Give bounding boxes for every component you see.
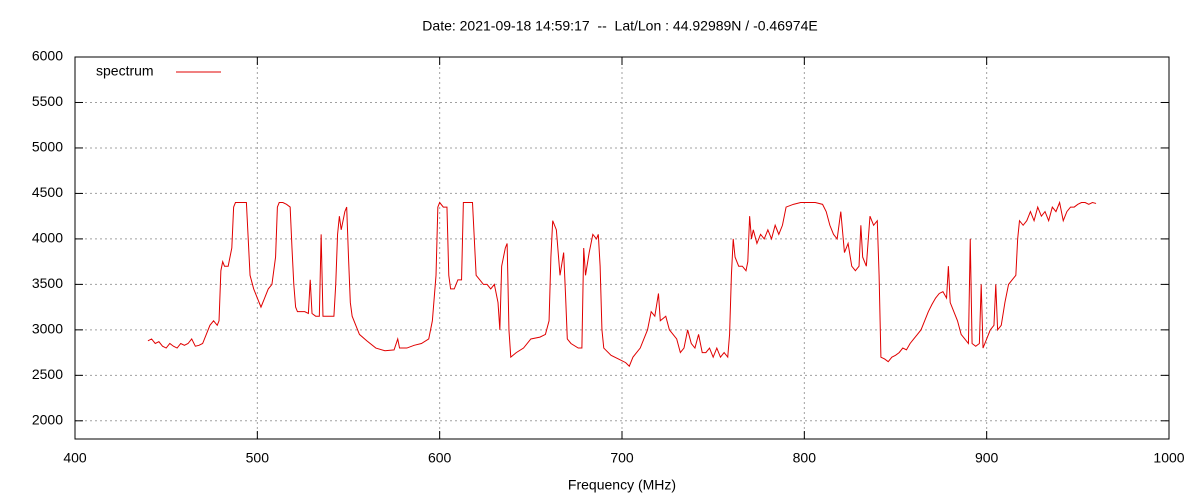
y-tick-label: 5000: [32, 139, 63, 155]
x-tick-label: 700: [610, 450, 634, 466]
y-tick-label: 4500: [32, 184, 63, 200]
legend-label: spectrum: [96, 63, 154, 79]
y-tick-label: 2000: [32, 412, 63, 428]
series-line: [147, 200, 1097, 368]
x-tick-label: 400: [63, 450, 87, 466]
x-tick-label: 500: [246, 450, 270, 466]
y-tick-label: 6000: [32, 48, 63, 64]
y-tick-label: 4000: [32, 230, 63, 246]
x-axis-label: Frequency (MHz): [568, 477, 676, 493]
chart-title: Date: 2021-09-18 14:59:17 -- Lat/Lon : 4…: [422, 18, 817, 34]
y-tick-label: 2500: [32, 366, 63, 382]
x-tick-label: 600: [428, 450, 452, 466]
y-tick-label: 3500: [32, 275, 63, 291]
y-tick-label: 3000: [32, 321, 63, 337]
y-tick-label: 5500: [32, 93, 63, 109]
x-tick-label: 1000: [1153, 450, 1184, 466]
x-tick-label: 900: [975, 450, 999, 466]
plot-border: [74, 56, 1170, 440]
x-tick-label: 800: [793, 450, 817, 466]
